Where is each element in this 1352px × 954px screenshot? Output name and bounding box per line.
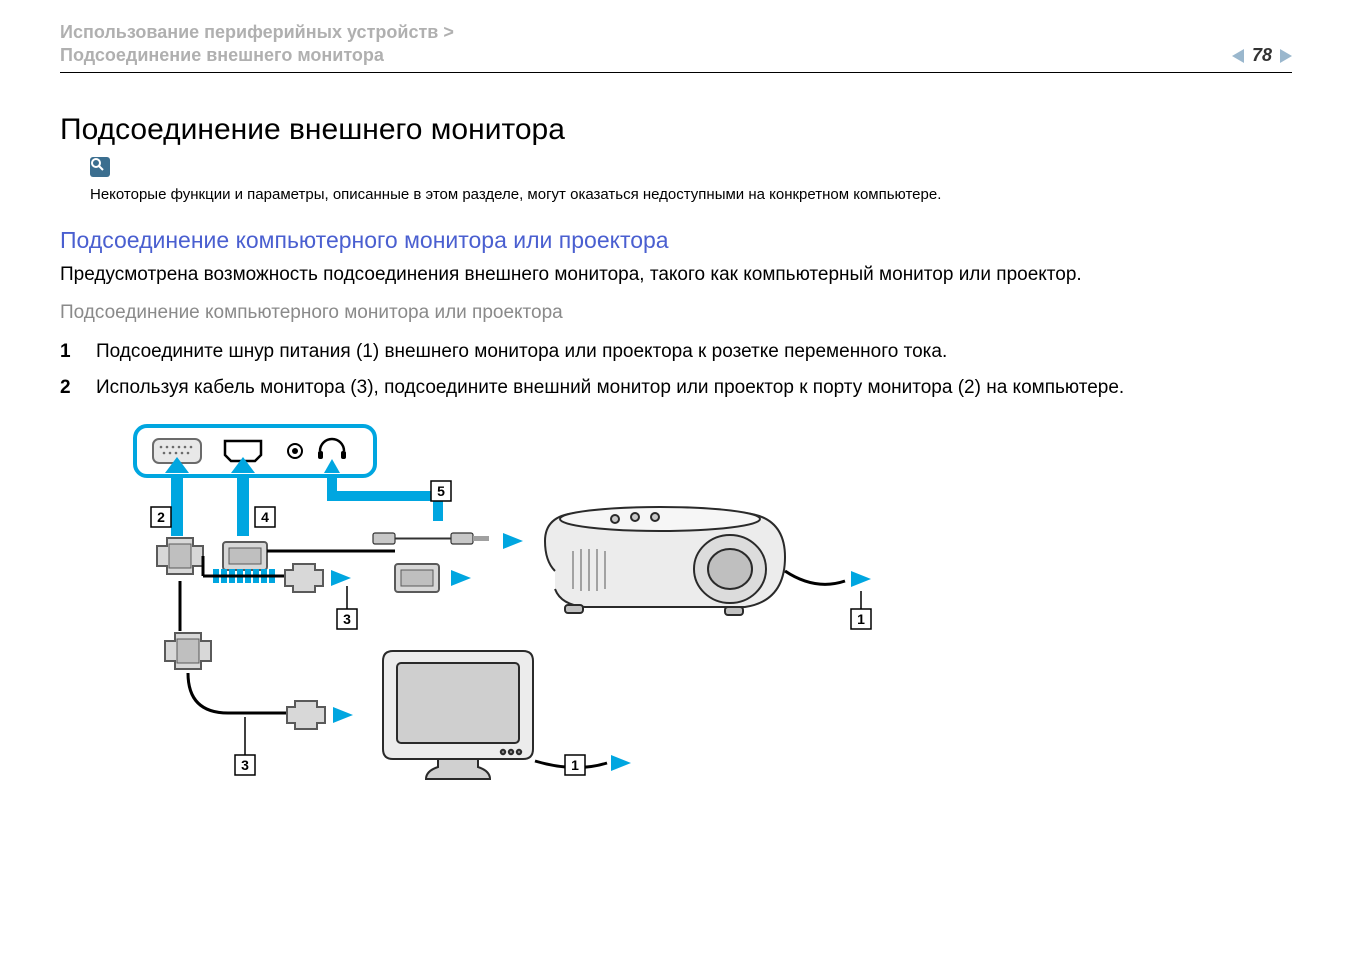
next-page-arrow-icon[interactable] <box>1280 49 1292 63</box>
prev-page-arrow-icon[interactable] <box>1232 49 1244 63</box>
svg-text:3: 3 <box>343 611 351 627</box>
connection-diagram: 5 2 4 <box>115 421 1292 821</box>
breadcrumb: Использование периферийных устройств > П… <box>60 20 454 66</box>
info-note: Некоторые функции и параметры, описанные… <box>90 186 1292 203</box>
steps-list: 1 Подсоедините шнур питания (1) внешнего… <box>60 338 1292 401</box>
step-number: 1 <box>60 338 76 366</box>
section-title: Подсоединение компьютерного монитора или… <box>60 227 1292 254</box>
step-item: 2 Используя кабель монитора (3), подсоед… <box>60 374 1292 402</box>
svg-text:5: 5 <box>437 483 445 499</box>
breadcrumb-line1: Использование периферийных устройств > <box>60 20 454 45</box>
lead-text: Предусмотрена возможность подсоединения … <box>60 264 1292 286</box>
step-text: Используя кабель монитора (3), подсоедин… <box>96 374 1124 402</box>
svg-text:2: 2 <box>157 509 165 525</box>
svg-text:3: 3 <box>241 757 249 773</box>
page-title: Подсоединение внешнего монитора <box>60 113 1292 147</box>
svg-text:4: 4 <box>261 509 269 525</box>
breadcrumb-line2: Подсоединение внешнего монитора <box>60 45 454 66</box>
page-nav: 78 <box>1232 45 1292 66</box>
page-number: 78 <box>1252 45 1272 66</box>
step-number: 2 <box>60 374 76 402</box>
svg-text:1: 1 <box>571 757 579 773</box>
svg-text:1: 1 <box>857 611 865 627</box>
step-text: Подсоедините шнур питания (1) внешнего м… <box>96 338 947 366</box>
procedure-title: Подсоединение компьютерного монитора или… <box>60 302 1292 324</box>
search-info-icon <box>90 157 110 177</box>
page-header: Использование периферийных устройств > П… <box>60 20 1292 73</box>
step-item: 1 Подсоедините шнур питания (1) внешнего… <box>60 338 1292 366</box>
